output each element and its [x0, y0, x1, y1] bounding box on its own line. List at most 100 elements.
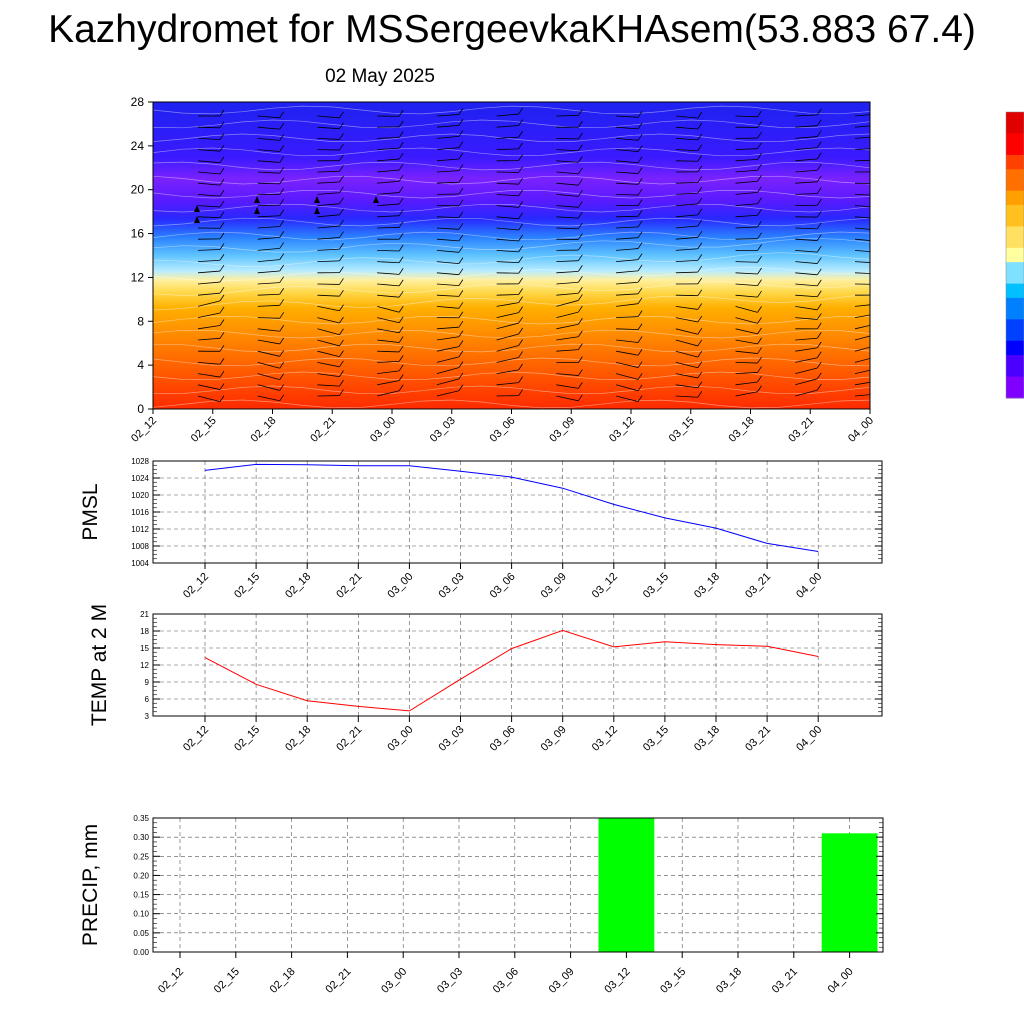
wind-barb: [257, 373, 280, 380]
wind-barb-feather: [518, 363, 523, 371]
wind-barb-feather: [578, 167, 583, 175]
wind-barb-feather: [816, 322, 822, 330]
wind-barb: [735, 306, 758, 313]
wind-barb: [197, 325, 221, 330]
wind-barb-feather: [578, 382, 583, 389]
wind-barb: [377, 137, 400, 139]
wind-barb-feather: [458, 234, 464, 242]
wind-pennant: [254, 207, 260, 214]
wind-barb-feather: [697, 265, 703, 273]
x-tick-label: 02_18: [268, 966, 298, 996]
wind-barb-feather: [339, 186, 344, 193]
x-tick-label: 02_21: [308, 415, 338, 445]
wind-barb: [496, 294, 519, 296]
wind-barb-feather: [518, 245, 523, 253]
wind-barb: [556, 292, 579, 296]
wind-barb: [377, 169, 400, 173]
wind-barb-feather: [637, 264, 643, 272]
wind-barb: [556, 115, 579, 117]
wind-barb: [556, 336, 579, 341]
wind-barb: [257, 362, 280, 369]
wind-barb-feather: [219, 121, 225, 129]
wind-barb-feather: [578, 156, 583, 163]
y-tick-label: 0.20: [133, 871, 149, 880]
wind-barb-feather: [697, 219, 703, 227]
wind-barb-feather: [279, 253, 285, 260]
y-tick-label: 3: [145, 712, 150, 721]
wind-barb: [257, 259, 280, 262]
wind-barb: [675, 271, 698, 274]
wind-barb: [197, 300, 221, 307]
x-tick-label: 03_03: [437, 571, 467, 601]
x-tick-label: 03_06: [488, 415, 518, 445]
wind-barb: [854, 148, 870, 150]
wind-barb: [854, 324, 870, 330]
wind-barb-feather: [877, 189, 881, 195]
wind-barb-feather: [458, 176, 464, 183]
wind-barb-feather: [279, 337, 285, 345]
colorbar-swatch: [1006, 176, 1024, 184]
wind-barb: [496, 227, 519, 231]
wind-barb-feather: [637, 231, 643, 238]
wind-barb: [854, 261, 870, 263]
wind-barb-feather: [518, 201, 523, 208]
wind-barb-feather: [637, 276, 643, 283]
wind-barb: [735, 339, 758, 345]
wind-barb: [854, 159, 870, 162]
wind-barb: [615, 373, 639, 380]
wind-barb-feather: [279, 242, 285, 249]
y-tick-label: 1008: [131, 542, 149, 551]
colorbar-swatch: [1006, 190, 1024, 199]
wind-barb: [197, 138, 221, 140]
wind-barb-feather: [518, 339, 523, 346]
contour-line: [153, 315, 870, 325]
wind-barb-feather: [398, 142, 404, 149]
wind-barb-feather: [219, 167, 225, 175]
wind-barb-feather: [697, 350, 703, 358]
wind-barb: [854, 314, 870, 318]
wind-barb-feather: [877, 235, 881, 241]
wind-barb: [496, 205, 519, 208]
wind-barb-feather: [518, 223, 523, 231]
wind-barb-feather: [578, 369, 583, 376]
wind-barb: [616, 171, 639, 174]
wind-barb: [616, 160, 639, 164]
wind-barb-feather: [339, 278, 344, 285]
wind-barb-feather: [339, 389, 344, 396]
colorbar-swatch: [1006, 262, 1024, 270]
wind-barb: [616, 248, 639, 251]
wind-barb: [556, 395, 579, 402]
wind-barb: [735, 381, 758, 386]
wind-barb: [496, 382, 519, 386]
wind-barb-feather: [578, 243, 583, 251]
wind-barb-feather: [219, 178, 225, 186]
y-tick-label: 16: [131, 227, 145, 241]
wind-barb-feather: [578, 356, 583, 363]
x-tick-label: 03_09: [539, 571, 569, 601]
wind-barb: [377, 370, 400, 374]
wind-barb-feather: [697, 165, 703, 173]
wind-barb-feather: [637, 178, 643, 185]
y-tick-label: 0.30: [133, 833, 149, 842]
wind-barb: [197, 216, 221, 219]
wind-barb: [257, 171, 280, 174]
wind-barb: [197, 337, 221, 341]
wind-pennant: [194, 205, 200, 212]
wind-barb: [854, 335, 870, 341]
colorbar-swatch: [1006, 283, 1024, 292]
wind-barb-feather: [697, 371, 703, 379]
x-tick-label: 03_09: [547, 415, 577, 445]
wind-barb: [795, 250, 818, 253]
wind-barb-feather: [219, 306, 225, 314]
colorbar-swatch: [1006, 355, 1024, 363]
wind-barb: [616, 215, 639, 218]
colorbar-swatch: [1006, 140, 1024, 149]
wind-barb-feather: [637, 122, 643, 130]
wind-barb: [377, 215, 400, 218]
wind-barb: [377, 283, 400, 287]
wind-barb: [317, 350, 340, 358]
wind-barb: [317, 294, 340, 297]
wind-barb: [735, 192, 758, 195]
wind-barb: [616, 226, 639, 229]
wind-barb-feather: [279, 220, 285, 227]
